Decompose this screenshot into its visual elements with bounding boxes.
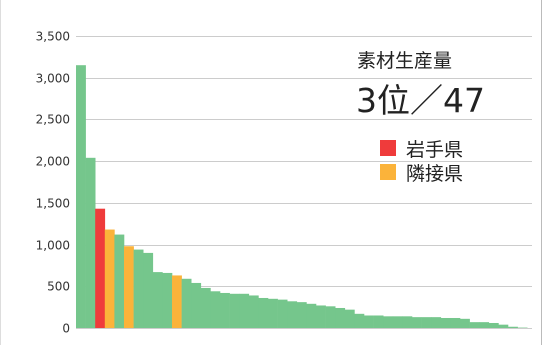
bar [450, 317, 461, 328]
legend-label-adjacent: 隣接県 [406, 162, 464, 185]
bar [248, 295, 259, 328]
y-tick-label: 500 [47, 280, 70, 294]
legend-swatch-adjacent [380, 164, 396, 180]
bar [412, 317, 422, 328]
bar [316, 305, 326, 328]
bar [143, 252, 154, 328]
y-tick-label: 2,000 [36, 155, 70, 169]
bar [277, 299, 288, 328]
legend-label-iwate: 岩手県 [406, 138, 464, 161]
bar [373, 315, 384, 328]
bar [268, 298, 278, 328]
bar [325, 306, 336, 328]
bar [76, 65, 86, 328]
bar [392, 316, 403, 328]
y-tick-label: 0 [62, 322, 70, 336]
bar [354, 313, 365, 328]
bar [344, 309, 355, 328]
bar [383, 316, 394, 328]
bar [220, 292, 230, 328]
bar [181, 278, 192, 328]
bar [124, 246, 134, 328]
y-tick-label: 1,500 [36, 197, 70, 211]
bar [431, 317, 442, 328]
bar [104, 229, 115, 328]
bar [460, 318, 470, 328]
bar [85, 157, 96, 328]
bar [258, 297, 269, 328]
bar [191, 282, 202, 328]
bar [200, 287, 211, 328]
legend-item-iwate: 岩手県 [380, 137, 464, 161]
bar [469, 322, 480, 328]
legend-swatch-iwate [380, 140, 396, 156]
rank-text: 3位／47 [356, 81, 485, 120]
bar [488, 322, 499, 328]
bar [479, 322, 490, 328]
y-tick-label: 3,500 [36, 30, 70, 44]
bar [210, 291, 221, 328]
bar [402, 316, 413, 328]
bar [421, 317, 432, 328]
y-axis-ticks: 0 500 1,000 1,500 2,000 2,500 3,000 3,500 [36, 30, 70, 336]
bar [152, 272, 163, 328]
bar [498, 324, 509, 328]
bar [162, 272, 173, 328]
bar [95, 208, 106, 328]
bar [296, 302, 307, 328]
bar [229, 293, 240, 328]
bar [508, 326, 518, 328]
bar [287, 301, 298, 328]
bar [172, 275, 182, 328]
bar [133, 249, 144, 328]
bar [335, 307, 346, 328]
bar [114, 234, 125, 328]
bar [239, 293, 250, 328]
y-tick-label: 3,000 [36, 72, 70, 86]
legend-item-adjacent: 隣接県 [380, 161, 464, 185]
panel-title: 素材生産量 [357, 50, 453, 72]
bar [440, 317, 451, 328]
bar [364, 315, 374, 328]
y-tick-label: 1,000 [36, 239, 70, 253]
bar [306, 303, 317, 328]
bars [76, 65, 528, 328]
y-tick-label: 2,500 [36, 113, 70, 127]
